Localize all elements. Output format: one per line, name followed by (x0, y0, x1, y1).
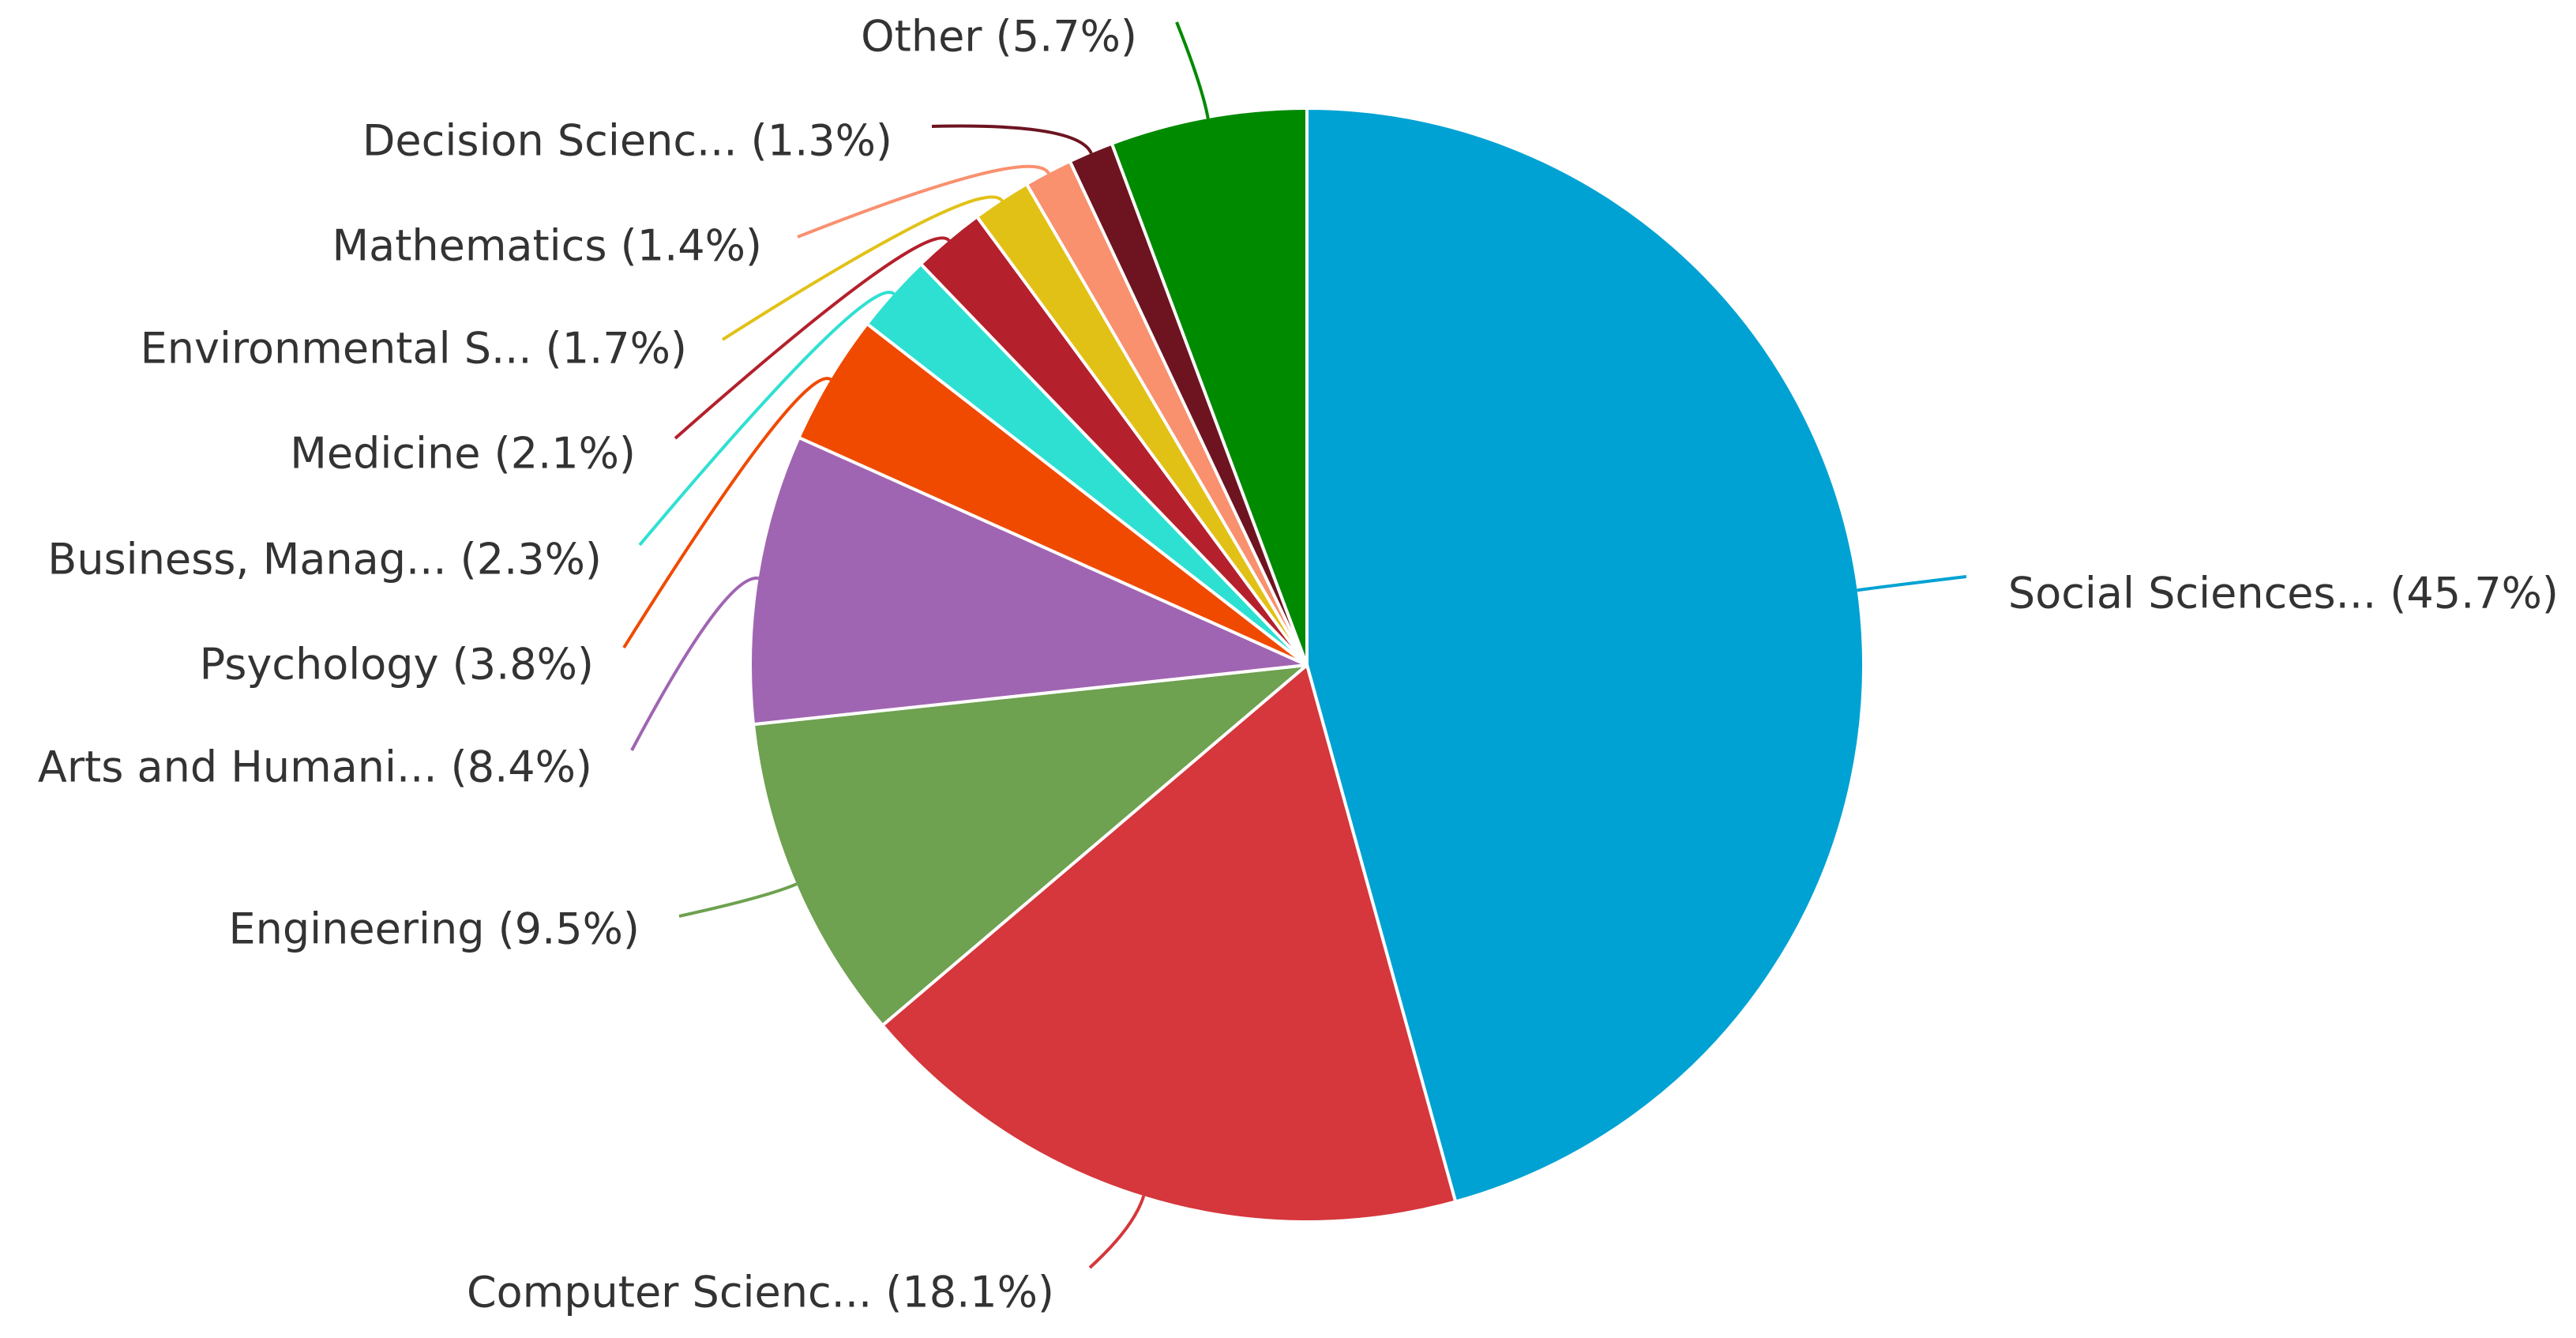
slice-label-social-sciences: Social Sciences... (45.7%) (2008, 569, 2559, 618)
leader-line-social-sciences (1857, 575, 1967, 592)
labels-layer: Social Sciences... (45.7%) Computer Scien… (38, 12, 2559, 1317)
leader-line-environmental-s (721, 195, 1004, 341)
leader-line-engineering (678, 882, 798, 918)
leader-lines-layer (622, 21, 1967, 1269)
slice-label-medicine: Medicine (2.1%) (290, 429, 636, 479)
leader-line-psychology (622, 377, 832, 649)
leader-line-arts-and-humani (630, 577, 759, 751)
leader-line-decision-scienc (931, 124, 1093, 155)
slice-label-arts-and-humani: Arts and Humani... (8.4%) (38, 742, 592, 792)
slice-label-psychology: Psychology (3.8%) (200, 640, 594, 690)
leader-line-business-manag (638, 291, 896, 547)
leader-line-other (1175, 21, 1210, 119)
slice-label-mathematics: Mathematics (1.4%) (332, 221, 762, 271)
slice-label-engineering: Engineering (9.5%) (229, 904, 640, 954)
slice-label-decision-scienc: Decision Scienc... (1.3%) (362, 116, 892, 166)
leader-line-medicine (674, 236, 951, 440)
leader-line-mathematics (797, 164, 1050, 239)
slice-label-computer-scienc: Computer Scienc... (18.1%) (467, 1268, 1054, 1317)
slice-label-other: Other (5.7%) (861, 12, 1137, 62)
slice-label-environmental-s: Environmental S... (1.7%) (141, 324, 687, 374)
leader-line-computer-scienc (1088, 1195, 1146, 1269)
slice-label-business-manag: Business, Manag... (2.3%) (47, 535, 602, 584)
slices-layer (749, 107, 1865, 1223)
